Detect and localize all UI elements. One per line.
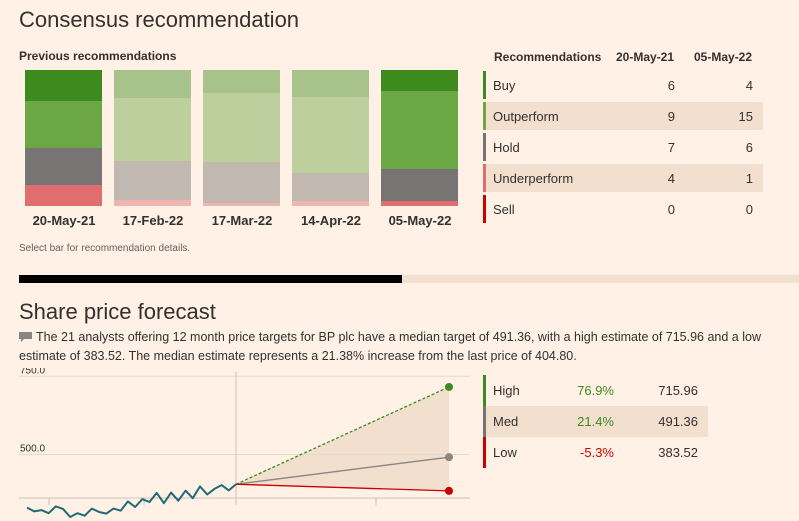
- row-value-2: 4: [745, 78, 753, 93]
- previous-recommendations-label: Previous recommendations: [19, 49, 177, 63]
- forecast-description-text: The 21 analysts offering 12 month price …: [19, 330, 761, 363]
- bar-segment-underperform: [292, 200, 369, 206]
- bar-segment-buy: [292, 70, 369, 98]
- forecast-high-line: [235, 386, 450, 485]
- row-color-marker: [483, 71, 486, 99]
- row-label: Med: [493, 414, 519, 429]
- recommendation-bar-17-feb-22[interactable]: [114, 70, 191, 206]
- row-label: Sell: [493, 202, 515, 217]
- table-row-underperform[interactable]: Underperform 4 1: [483, 164, 763, 192]
- forecast-median-point: [445, 453, 453, 462]
- bar-segment-underperform: [114, 200, 191, 206]
- row-value: 715.96: [658, 383, 698, 398]
- bar-segment-outperform: [114, 98, 191, 161]
- row-value-1: 4: [667, 171, 675, 186]
- row-color-marker: [483, 437, 486, 468]
- bar-segment-outperform: [25, 101, 102, 149]
- row-value-1: 0: [667, 202, 675, 217]
- row-color-marker: [483, 406, 486, 437]
- y-tick-label: 750.0: [20, 368, 45, 376]
- forecast-fan-area: [236, 386, 449, 491]
- bar-segment-hold: [203, 162, 280, 203]
- bar-segment-buy: [114, 70, 191, 99]
- bar-category-label: 05-May-22: [388, 213, 452, 228]
- row-color-marker: [483, 133, 486, 161]
- row-value: 383.52: [658, 445, 698, 460]
- forecast-low-line: [235, 483, 450, 492]
- bar-segment-buy: [381, 70, 458, 91]
- bar-category-label: 14-Apr-22: [301, 213, 361, 228]
- table-row-hold[interactable]: Hold 7 6: [483, 133, 763, 161]
- row-percent: 21.4%: [577, 414, 614, 429]
- forecast-low-point: [445, 486, 453, 495]
- bar-segment-underperform: [203, 202, 280, 206]
- recommendation-bar-05-may-22[interactable]: [381, 70, 458, 206]
- bar-segment-underperform: [381, 200, 458, 206]
- row-value-2: 15: [738, 109, 753, 124]
- bar-segment-buy: [203, 70, 280, 94]
- row-color-marker: [483, 195, 486, 223]
- forecast-high-point: [445, 382, 453, 391]
- row-percent: 76.9%: [577, 383, 614, 398]
- recommendation-bars: 20-May-21 17-Feb-22 17-Mar-22 14-Apr-22 05-M…: [0, 0, 470, 240]
- row-value-1: 9: [667, 109, 675, 124]
- row-label: High: [493, 383, 520, 398]
- table-row-buy[interactable]: Buy 6 4: [483, 71, 763, 99]
- row-color-marker: [483, 375, 486, 406]
- bar-category-label: 20-May-21: [32, 213, 96, 228]
- section-progress-divider: [19, 275, 799, 283]
- table-header-recommendations: Recommendations: [494, 50, 602, 64]
- bar-segment-hold: [381, 169, 458, 201]
- row-color-marker: [483, 164, 486, 192]
- row-value-2: 6: [745, 140, 753, 155]
- bar-category-label: 17-Mar-22: [211, 213, 273, 228]
- share-price-forecast-chart: 500.0 750.0: [19, 368, 470, 518]
- bar-segment-buy: [25, 70, 102, 102]
- price-history-line: [26, 483, 237, 518]
- row-value: 491.36: [658, 414, 698, 429]
- row-label: Underperform: [493, 171, 574, 186]
- consensus-title: Consensus recommendation: [19, 7, 300, 32]
- row-label: Buy: [493, 78, 516, 93]
- bar-segment-outperform: [203, 93, 280, 163]
- forecast-row-med: Med 21.4% 491.36: [483, 406, 708, 437]
- forecast-description: The 21 analysts offering 12 month price …: [19, 328, 789, 366]
- bar-segment-hold: [114, 160, 191, 201]
- row-value-2: 0: [745, 202, 753, 217]
- comment-icon: [19, 332, 32, 342]
- row-value-1: 7: [667, 140, 675, 155]
- y-tick-label: 500.0: [20, 443, 45, 454]
- table-row-outperform[interactable]: Outperform 9 15: [483, 102, 763, 130]
- forecast-row-low: Low -5.3% 383.52: [483, 437, 708, 468]
- row-label: Low: [493, 445, 517, 460]
- bar-category-label: 17-Feb-22: [122, 213, 184, 228]
- bar-segment-hold: [25, 148, 102, 186]
- bar-hint: Select bar for recommendation details.: [19, 243, 191, 254]
- bar-segment-hold: [292, 173, 369, 201]
- table-header-date-2: 05-May-22: [694, 50, 753, 64]
- row-color-marker: [483, 102, 486, 130]
- row-label: Hold: [493, 140, 520, 155]
- row-value-1: 6: [667, 78, 675, 93]
- forecast-median-line: [235, 456, 450, 485]
- section-progress-fill: [19, 275, 402, 283]
- recommendation-bar-20-may-21[interactable]: [25, 70, 102, 206]
- table-row-sell[interactable]: Sell 0 0: [483, 195, 763, 223]
- forecast-title: Share price forecast: [19, 299, 216, 324]
- recommendation-bar-14-apr-22[interactable]: [292, 70, 369, 206]
- row-label: Outperform: [493, 109, 559, 124]
- recommendation-bar-17-mar-22[interactable]: [203, 70, 280, 206]
- bar-segment-outperform: [381, 90, 458, 170]
- table-header-date-1: 20-May-21: [616, 50, 675, 64]
- bar-segment-outperform: [292, 97, 369, 174]
- forecast-row-high: High 76.9% 715.96: [483, 375, 708, 406]
- row-percent: -5.3%: [580, 445, 614, 460]
- bar-segment-underperform: [25, 185, 102, 206]
- row-value-2: 1: [745, 171, 753, 186]
